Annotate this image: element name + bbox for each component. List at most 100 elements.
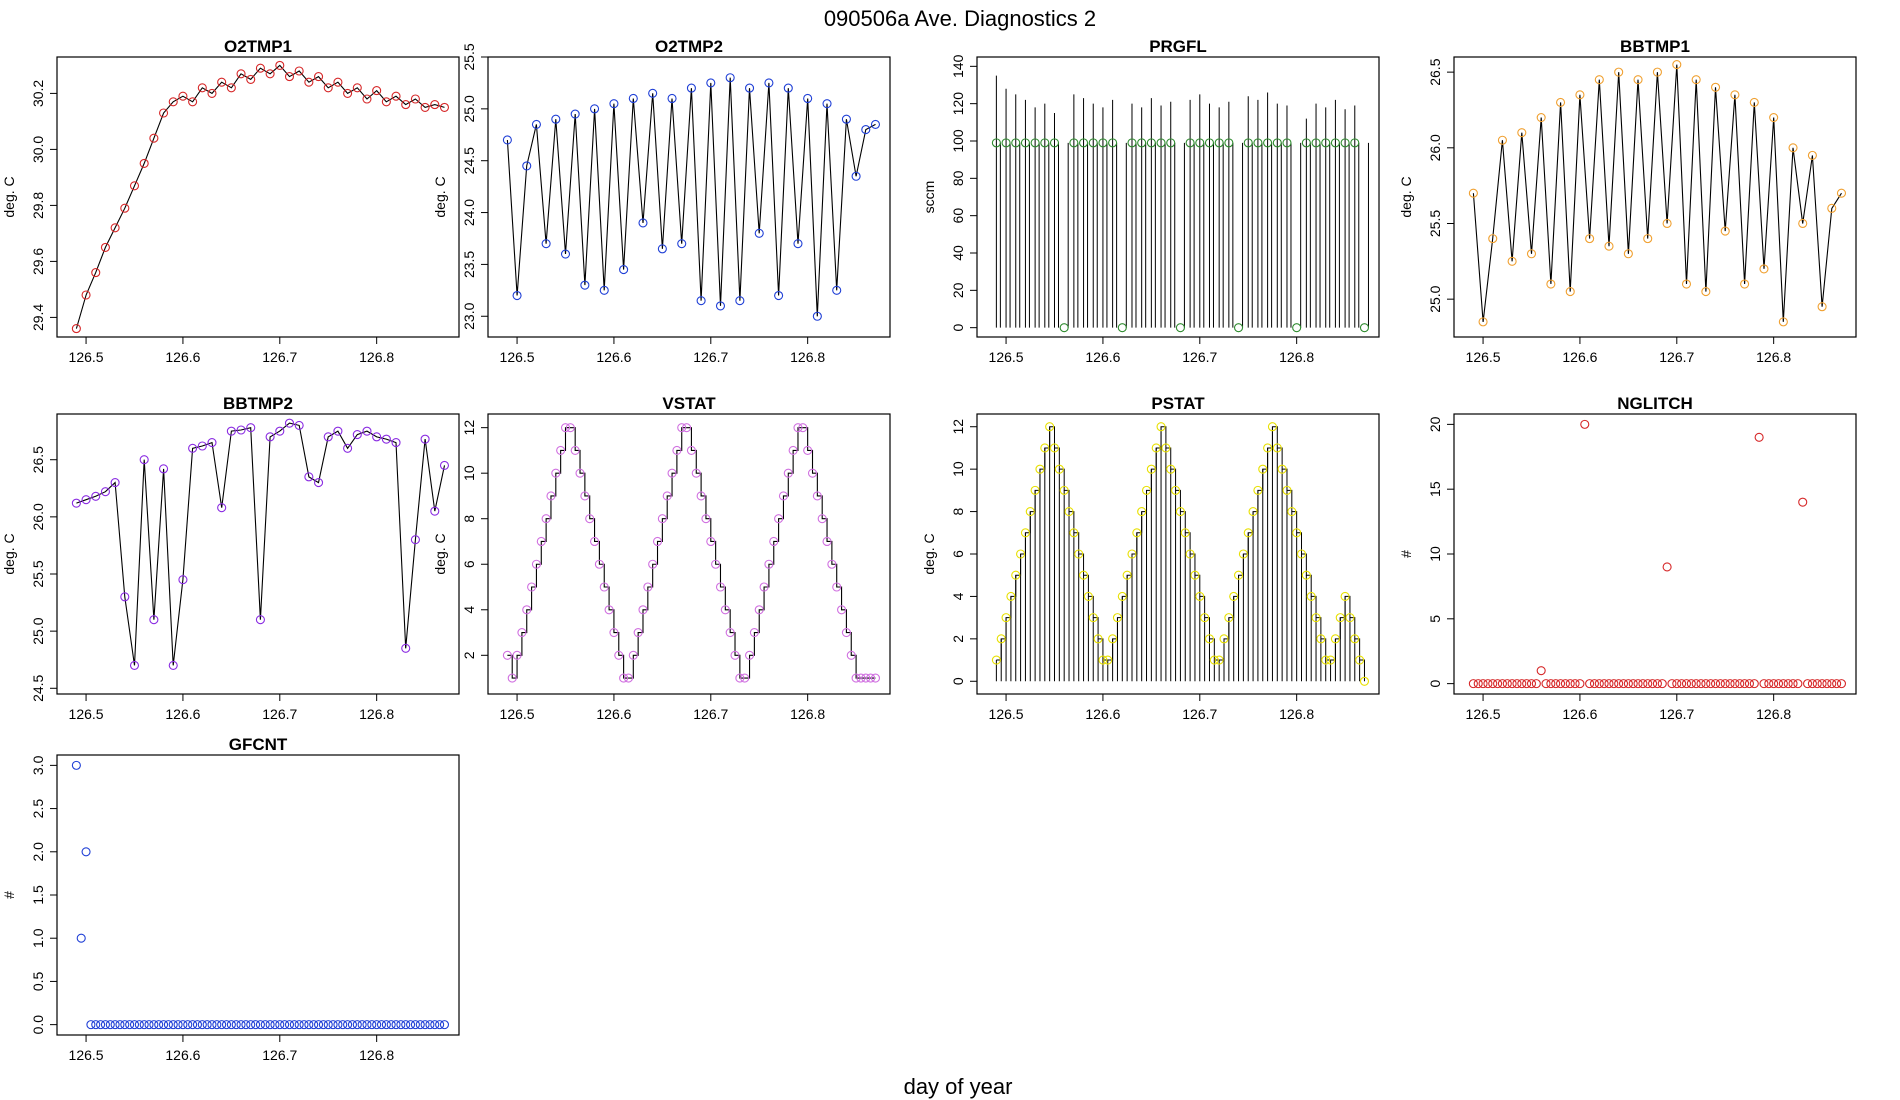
data-point bbox=[1001, 613, 1011, 623]
data-point bbox=[236, 69, 246, 79]
panel-title: PSTAT bbox=[1151, 394, 1205, 413]
data-point bbox=[686, 83, 696, 93]
data-point bbox=[1146, 138, 1156, 148]
data-point bbox=[313, 72, 324, 82]
data-point bbox=[1020, 138, 1030, 148]
data-point bbox=[1156, 422, 1166, 432]
data-point bbox=[861, 673, 871, 683]
data-point bbox=[430, 1020, 440, 1030]
x-tick-label: 126.7 bbox=[693, 706, 728, 722]
data-point bbox=[619, 673, 629, 683]
data-point bbox=[1701, 287, 1711, 297]
y-tick-label: 140 bbox=[950, 54, 966, 78]
data-point bbox=[507, 673, 517, 683]
data-point bbox=[255, 615, 265, 625]
data-point bbox=[1282, 485, 1292, 495]
plot-frame bbox=[56, 413, 460, 695]
panel-o2tmp1: O2TMP1 deg. C 126.5 126.6 126.7 126.8 29.4 29.6… bbox=[1, 37, 460, 365]
y-tick-label: 26.0 bbox=[30, 503, 46, 530]
data-point bbox=[1233, 323, 1244, 333]
data-point bbox=[125, 1020, 135, 1030]
data-point bbox=[1253, 485, 1263, 495]
data-point bbox=[1473, 679, 1483, 689]
data-point bbox=[1788, 143, 1798, 153]
y-tick-label: 29.8 bbox=[30, 192, 46, 219]
data-point bbox=[841, 627, 851, 638]
data-point bbox=[1468, 679, 1478, 689]
data-point bbox=[672, 445, 682, 455]
data-point bbox=[502, 650, 512, 660]
y-tick-label: 10 bbox=[950, 461, 966, 477]
data-point bbox=[1507, 679, 1517, 689]
panels-grid: O2TMP1 deg. C 126.5 126.6 126.7 126.8 29.4 29.6… bbox=[1, 37, 1857, 1063]
data-point bbox=[1204, 634, 1215, 644]
x-tick-label: 126.6 bbox=[596, 349, 631, 365]
data-point bbox=[870, 673, 881, 683]
data-point bbox=[1585, 234, 1595, 244]
data-point bbox=[1035, 464, 1045, 474]
data-point bbox=[231, 1020, 241, 1030]
data-point bbox=[1103, 655, 1113, 665]
data-point bbox=[662, 491, 672, 501]
data-point bbox=[599, 285, 609, 295]
data-point bbox=[338, 1020, 348, 1030]
data-point bbox=[1127, 549, 1137, 559]
data-point bbox=[846, 650, 856, 660]
data-point bbox=[812, 491, 822, 501]
data-point bbox=[1691, 75, 1701, 85]
y-tick-label: 26.5 bbox=[30, 446, 46, 473]
data-point bbox=[783, 468, 793, 478]
data-point bbox=[1277, 464, 1287, 474]
data-point bbox=[1725, 679, 1735, 689]
data-point bbox=[1614, 679, 1624, 689]
data-point bbox=[1233, 570, 1244, 580]
y-axis-label: # bbox=[1, 891, 17, 899]
data-point bbox=[372, 86, 382, 96]
data-point bbox=[372, 432, 382, 442]
data-point bbox=[560, 249, 571, 259]
y-tick-label: 2.0 bbox=[30, 842, 46, 862]
data-point bbox=[1710, 82, 1721, 92]
data-point bbox=[1030, 485, 1040, 495]
y-tick-label: 0.5 bbox=[30, 971, 46, 991]
data-point bbox=[1565, 287, 1575, 297]
data-point bbox=[207, 438, 217, 448]
data-point bbox=[313, 478, 324, 488]
data-point bbox=[1185, 549, 1195, 559]
data-point bbox=[207, 88, 217, 98]
data-point bbox=[1686, 679, 1696, 689]
x-tick-label: 126.8 bbox=[790, 706, 825, 722]
data-point bbox=[832, 582, 842, 592]
data-point bbox=[1672, 679, 1682, 689]
data-point bbox=[217, 77, 227, 87]
data-point bbox=[1478, 317, 1488, 327]
data-point bbox=[1720, 226, 1730, 236]
data-point bbox=[1166, 138, 1176, 148]
data-point bbox=[832, 285, 842, 295]
data-point bbox=[725, 73, 735, 83]
y-tick-label: 60 bbox=[950, 208, 966, 224]
data-point bbox=[168, 660, 178, 670]
series-step bbox=[507, 427, 876, 679]
data-point bbox=[1536, 112, 1546, 123]
x-tick-label: 126.7 bbox=[1182, 706, 1217, 722]
data-point bbox=[1512, 679, 1522, 689]
data-point bbox=[1803, 679, 1813, 689]
data-point bbox=[275, 60, 285, 70]
data-point bbox=[638, 218, 648, 228]
data-point bbox=[192, 1020, 203, 1030]
x-tick-label: 126.6 bbox=[596, 706, 631, 722]
data-point bbox=[439, 460, 450, 470]
data-point bbox=[1059, 323, 1069, 333]
data-point bbox=[270, 1020, 280, 1030]
y-axis-label: deg. C bbox=[1398, 176, 1414, 217]
data-point bbox=[1778, 679, 1788, 689]
data-point bbox=[1151, 443, 1161, 453]
data-point bbox=[304, 472, 314, 482]
data-point bbox=[1531, 679, 1541, 689]
data-point bbox=[1798, 218, 1808, 229]
data-point bbox=[1301, 570, 1311, 580]
data-point bbox=[76, 933, 86, 943]
data-point bbox=[614, 650, 624, 660]
y-axis-label: deg. C bbox=[432, 176, 448, 217]
